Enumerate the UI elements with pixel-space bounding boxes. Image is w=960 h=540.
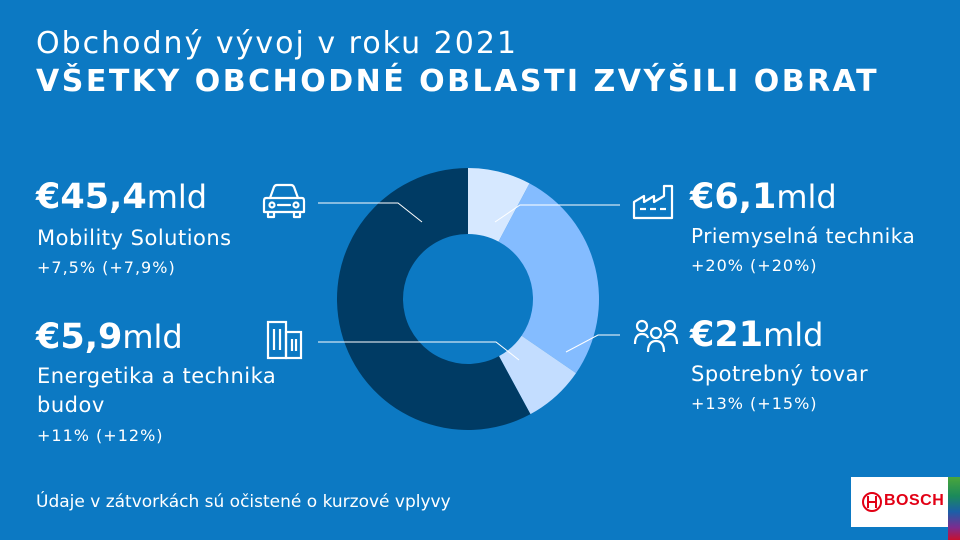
- car-icon: [261, 182, 307, 224]
- consumer-label: Spotrebný tovar: [691, 362, 869, 386]
- factory-icon: [632, 184, 676, 224]
- mobility-value: €45,4mld: [36, 177, 208, 217]
- energy-label-line1: Energetika a technika: [37, 364, 277, 388]
- donut-slice-2: [498, 335, 577, 415]
- donut-slice-1: [498, 183, 599, 374]
- footnote: Údaje v zátvorkách sú očistené o kurzové…: [36, 492, 451, 512]
- consumer-change: +13% (+15%): [691, 394, 818, 413]
- leader-line-mobility: [318, 202, 423, 223]
- page-title: Obchodný vývoj v roku 2021: [36, 26, 519, 61]
- leader-line-energy: [318, 341, 520, 361]
- bosch-color-strip: [948, 477, 960, 540]
- consumer-value: €21mld: [690, 315, 824, 355]
- people-icon: [633, 318, 679, 358]
- bosch-logo-text: BOSCH: [884, 492, 945, 509]
- donut-slice-0: [468, 168, 530, 242]
- bosch-armature-icon: [862, 492, 882, 512]
- donut-slice-3: [336, 168, 531, 430]
- leader-lines: [318, 202, 620, 361]
- leader-line-industrial: [494, 204, 620, 223]
- energy-change: +11% (+12%): [37, 426, 164, 445]
- mobility-change: +7,5% (+7,9%): [37, 258, 176, 277]
- industrial-change: +20% (+20%): [691, 256, 818, 275]
- industrial-value: €6,1mld: [690, 177, 837, 217]
- energy-label-line2: budov: [37, 393, 105, 417]
- bosch-logo: [851, 477, 948, 527]
- leader-line-consumer: [565, 334, 620, 353]
- industrial-label: Priemyselná technika: [691, 224, 916, 248]
- page-subtitle: VŠETKY OBCHODNÉ OBLASTI ZVÝŠILI OBRAT: [36, 64, 880, 99]
- building-icon: [266, 320, 304, 364]
- donut-slices: [336, 168, 599, 430]
- energy-value: €5,9mld: [36, 317, 183, 357]
- mobility-label: Mobility Solutions: [37, 226, 232, 250]
